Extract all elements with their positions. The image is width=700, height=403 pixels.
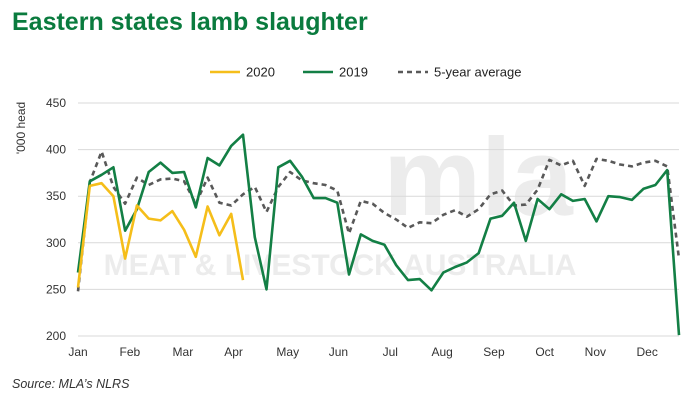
y-axis-ticks: 200 250 300 350 400 450 xyxy=(46,96,66,343)
y-tick-label: 350 xyxy=(46,189,66,203)
x-tick-label: May xyxy=(276,345,299,359)
watermark-text: MEAT & LIVESTOCK AUSTRALIA xyxy=(104,249,577,282)
legend: 2020 2019 5-year average xyxy=(210,65,521,80)
series-lines xyxy=(76,133,681,336)
series-line-5-year-average xyxy=(76,150,681,292)
y-tick-label: 200 xyxy=(46,329,66,343)
x-tick-label: Mar xyxy=(173,345,194,359)
legend-label: 2020 xyxy=(246,65,275,80)
x-tick-label: Feb xyxy=(120,345,141,359)
x-tick-label: Aug xyxy=(431,345,452,359)
series-line-2019 xyxy=(76,133,681,336)
legend-label: 2019 xyxy=(339,65,368,80)
y-axis-label: '000 head xyxy=(14,102,28,154)
source-note: Source: MLA’s NLRS xyxy=(12,377,130,391)
y-tick-label: 250 xyxy=(46,282,66,296)
x-tick-label: Dec xyxy=(637,345,658,359)
series-line-2020 xyxy=(76,181,245,288)
legend-label: 5-year average xyxy=(434,65,521,80)
y-tick-label: 300 xyxy=(46,236,66,250)
x-tick-label: Apr xyxy=(224,345,243,359)
y-tick-label: 400 xyxy=(46,143,66,157)
watermark-logo: mla xyxy=(383,116,573,239)
x-tick-label: Nov xyxy=(585,345,606,359)
gridlines xyxy=(78,102,679,337)
x-tick-label: Jun xyxy=(329,345,348,359)
chart-title: Eastern states lamb slaughter xyxy=(12,8,368,36)
y-tick-label: 450 xyxy=(46,96,66,110)
x-tick-label: Sep xyxy=(483,345,505,359)
mla-watermark: mla MEAT & LIVESTOCK AUSTRALIA xyxy=(104,116,577,282)
x-axis-ticks: Jan Feb Mar Apr May Jun Jul Aug Sep Oct Nov Dec xyxy=(68,345,658,359)
x-tick-label: Jan xyxy=(68,345,87,359)
x-tick-label: Jul xyxy=(383,345,398,359)
x-tick-label: Oct xyxy=(535,345,554,359)
